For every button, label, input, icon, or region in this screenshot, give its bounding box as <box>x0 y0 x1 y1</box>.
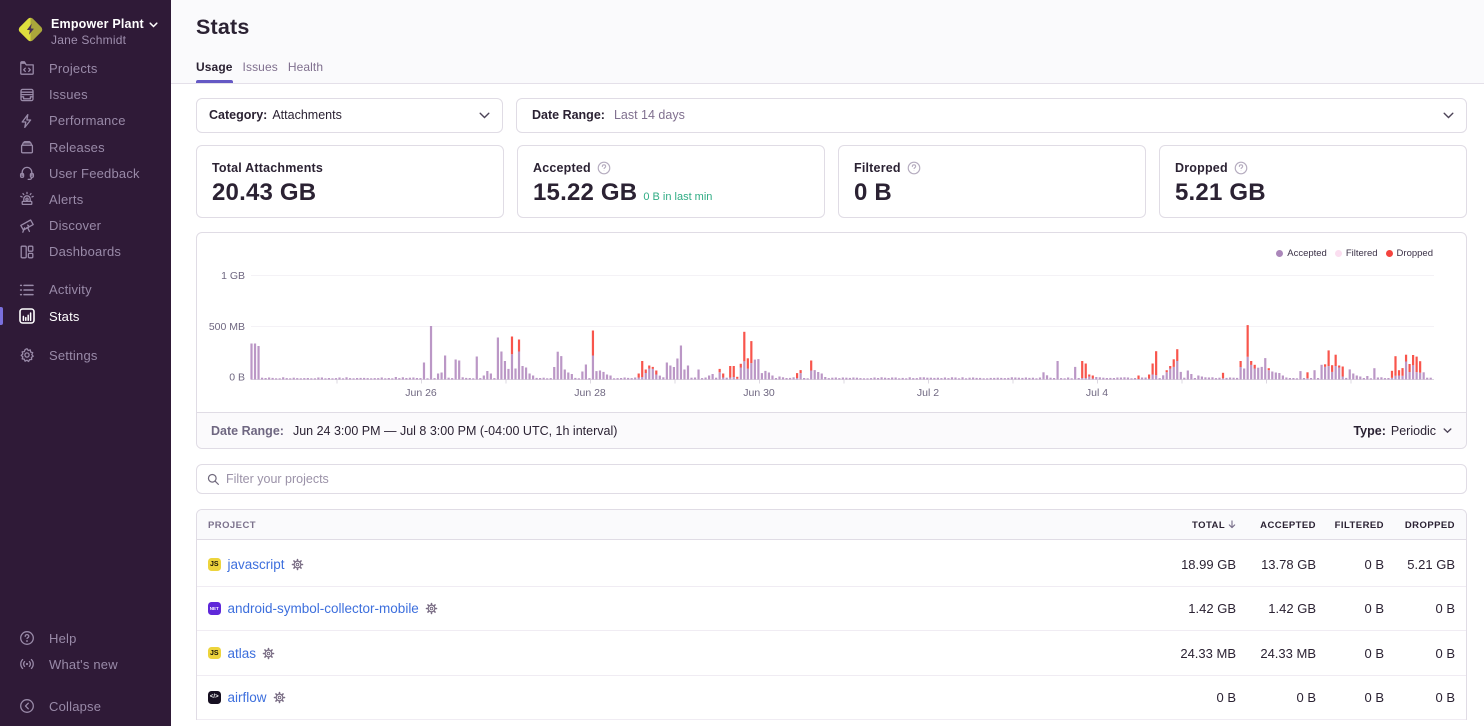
svg-text:500 MB: 500 MB <box>209 321 245 333</box>
svg-text:Jun 30: Jun 30 <box>743 387 775 399</box>
svg-text:1 GB: 1 GB <box>221 270 245 282</box>
svg-text:Jun 26: Jun 26 <box>405 387 437 399</box>
svg-text:Jul 4: Jul 4 <box>1086 387 1108 399</box>
svg-text:Jun 28: Jun 28 <box>574 387 606 399</box>
svg-text:0 B: 0 B <box>229 371 245 383</box>
svg-text:Jul 2: Jul 2 <box>917 387 939 399</box>
